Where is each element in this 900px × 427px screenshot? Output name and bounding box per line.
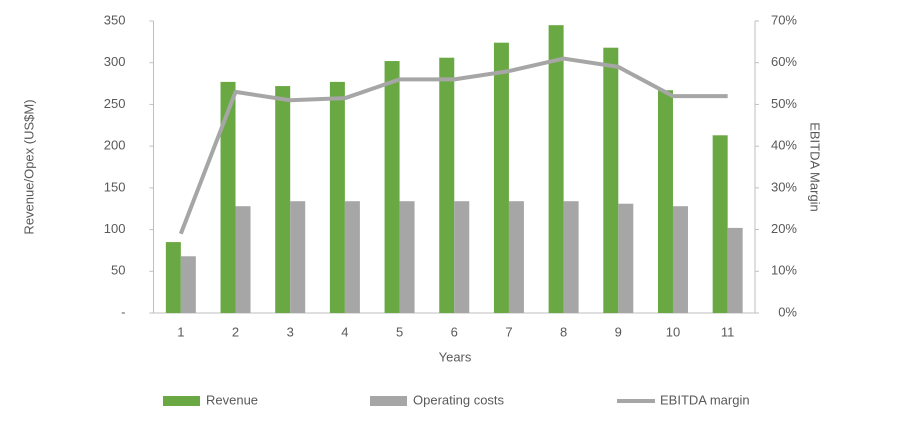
x-tick-label: 11 [721,324,735,339]
legend-label: Operating costs [413,392,505,407]
bar [493,42,509,313]
x-tick-label: 8 [560,324,567,339]
bar [657,90,673,313]
bar [454,201,470,313]
legend-swatch [163,396,200,406]
bar [329,81,345,313]
x-tick-label: 5 [396,324,403,339]
bar [712,135,728,313]
y-tick-label: 250 [104,96,126,111]
x-tick-label: 6 [451,324,458,339]
y2-tick-label: 60% [771,54,797,69]
bar [603,47,619,313]
y-tick-label: 350 [104,12,126,27]
x-tick-label: 2 [232,324,239,339]
line [178,56,728,235]
bar [290,201,306,313]
bar [275,86,291,314]
bar [727,227,743,313]
x-tick-label: 1 [177,324,184,339]
y-tick-label: 50 [111,263,125,278]
bar [672,206,688,313]
bar [508,201,524,313]
y2-tick-label: 0% [778,304,797,319]
x-tick-label: 10 [666,324,680,339]
bar [384,61,400,313]
bar [235,206,251,313]
y2-tick-label: 50% [771,96,797,111]
bar [399,201,415,313]
y2-tick-label: 30% [771,179,797,194]
x-tick-label: 9 [615,324,622,339]
bar [344,201,360,313]
bar [563,201,579,313]
bar [439,57,455,313]
y2-tick-label: 70% [771,12,797,27]
y-tick-label: 100 [104,221,126,236]
x-axis-title: Years [439,349,472,364]
x-tick-label: 4 [341,324,348,339]
y-axis-title: Revenue/Opex (US$M) [21,99,36,234]
bar [180,256,196,313]
bar [618,203,634,313]
bar [548,25,564,314]
legend-swatch [370,396,407,406]
y2-axis-title: EBITDA Margin [808,122,823,212]
y2-tick-label: 10% [771,263,797,278]
y-tick-label: - [121,304,125,319]
y-tick-label: 200 [104,138,126,153]
bar [220,81,236,313]
y-tick-label: 150 [104,179,126,194]
y2-tick-label: 20% [771,221,797,236]
y2-tick-label: 40% [771,138,797,153]
legend-label: Revenue [206,392,258,407]
bar [165,242,181,313]
legend-label: EBITDA margin [660,392,750,407]
x-tick-label: 3 [287,324,294,339]
y-tick-label: 300 [104,54,126,69]
x-tick-label: 7 [505,324,512,339]
